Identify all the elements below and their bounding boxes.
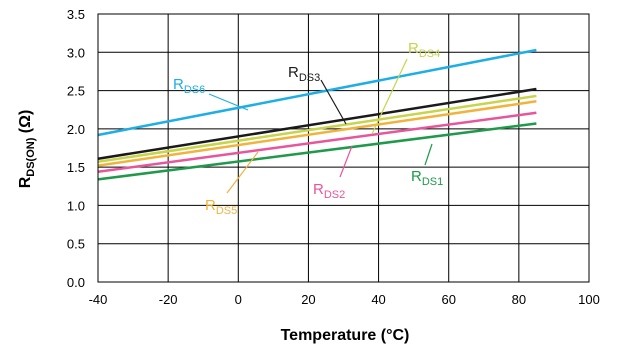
series-label-main: R bbox=[288, 64, 299, 81]
x-tick-label: 40 bbox=[371, 292, 385, 307]
y-axis-label-unit: (Ω) bbox=[17, 110, 34, 138]
series-label-main: R bbox=[408, 40, 419, 57]
series-line-rds6 bbox=[97, 48, 537, 137]
y-tick-labels: 0.0 0.5 1.0 1.5 2.0 2.5 3.0 3.5 bbox=[67, 7, 85, 290]
y-tick-label: 3.0 bbox=[67, 45, 85, 60]
x-tick-label: -40 bbox=[89, 292, 108, 307]
series-line-rds5 bbox=[97, 100, 537, 167]
series-label-main: R bbox=[313, 181, 324, 198]
series-label-rds1: RDS1 bbox=[411, 168, 443, 188]
series-label-main: R bbox=[205, 197, 216, 214]
y-tick-label: 2.0 bbox=[67, 122, 85, 137]
y-tick-label: 0.5 bbox=[67, 237, 85, 252]
series-label-sub: DS6 bbox=[184, 84, 205, 96]
series-label-sub: DS5 bbox=[216, 205, 237, 217]
series-label-main: R bbox=[173, 76, 184, 93]
plot-frame bbox=[97, 13, 590, 283]
callout-leader-rds2 bbox=[339, 145, 353, 178]
y-tick-label: 1.0 bbox=[67, 198, 85, 213]
series-label-sub: DS3 bbox=[299, 72, 320, 84]
series-label-rds3: RDS3 bbox=[288, 64, 320, 84]
series-label-main: R bbox=[411, 168, 422, 185]
series-lines bbox=[97, 48, 537, 181]
x-tick-label: 100 bbox=[578, 292, 600, 307]
x-tick-label: 0 bbox=[235, 292, 242, 307]
callout-leader-rds1 bbox=[424, 143, 433, 166]
x-tick-label: 60 bbox=[441, 292, 455, 307]
y-axis-label: RDS(ON) (Ω) bbox=[17, 110, 37, 189]
callout-leader-rds5 bbox=[226, 151, 259, 194]
x-tick-labels: -40 -20 0 20 40 60 80 100 bbox=[89, 292, 600, 307]
y-tick-label: 1.5 bbox=[67, 160, 85, 175]
callout-leader-rds4 bbox=[371, 58, 408, 135]
y-tick-label: 2.5 bbox=[67, 84, 85, 99]
series-label-sub: DS4 bbox=[419, 48, 440, 60]
series-label-rds2: RDS2 bbox=[313, 181, 345, 201]
x-axis-label: Temperature (°C) bbox=[281, 327, 410, 344]
series-label-rds4: RDS4 bbox=[408, 40, 440, 60]
series-line-rds3 bbox=[97, 87, 537, 160]
series-label-sub: DS2 bbox=[324, 189, 345, 201]
series-line-rds1 bbox=[97, 122, 537, 181]
series-line-rds2 bbox=[97, 111, 537, 173]
x-tick-label: 80 bbox=[512, 292, 526, 307]
x-tick-label: 20 bbox=[301, 292, 315, 307]
y-tick-label: 0.0 bbox=[67, 275, 85, 290]
series-label-rds5: RDS5 bbox=[205, 197, 237, 217]
y-axis-label-sub: DS(ON) bbox=[25, 137, 37, 176]
y-tick-label: 3.5 bbox=[67, 7, 85, 22]
callout-leader-rds6 bbox=[208, 93, 249, 111]
callout-leader-rds3 bbox=[320, 79, 347, 125]
series-line-rds4 bbox=[97, 94, 537, 164]
series-label-sub: DS1 bbox=[422, 176, 443, 188]
x-tick-label: -20 bbox=[159, 292, 178, 307]
y-axis-label-main: R bbox=[17, 176, 34, 188]
series-label-rds6: RDS6 bbox=[173, 76, 205, 96]
